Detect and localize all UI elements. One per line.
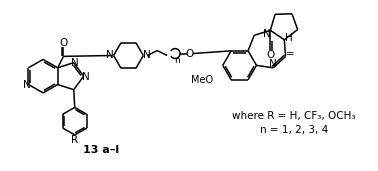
Text: 13 a–l: 13 a–l [82,145,119,155]
Text: O: O [186,49,194,58]
Text: N: N [106,50,114,61]
Text: N: N [262,29,270,39]
Text: N: N [82,72,90,82]
Text: N: N [269,59,277,69]
Text: where R = H, CF₃, OCH₃: where R = H, CF₃, OCH₃ [232,110,356,121]
Text: O: O [59,38,68,48]
Text: R: R [71,135,78,145]
Text: n: n [174,56,180,65]
Text: N: N [23,80,31,89]
Text: =: = [286,49,295,60]
Text: H: H [285,33,293,43]
Text: N: N [143,50,151,61]
Text: MeO: MeO [191,75,213,85]
Text: n = 1, 2, 3, 4: n = 1, 2, 3, 4 [260,125,328,135]
Text: O: O [266,50,274,60]
Text: N: N [71,58,79,68]
